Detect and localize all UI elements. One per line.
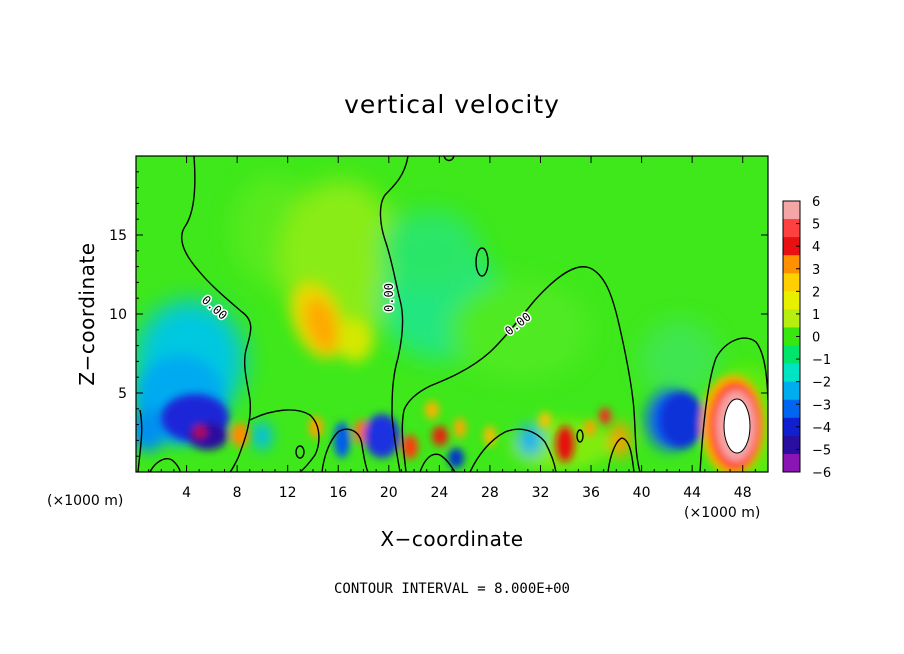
colorbar-swatch [783, 237, 800, 256]
heatmap-field [136, 156, 768, 472]
colorbar-swatch [783, 327, 800, 347]
y-tick-label: 15 [109, 228, 127, 244]
colorbar-tick-label: 5 [812, 218, 820, 233]
x-tick-label: 40 [633, 485, 651, 501]
x-tick-label: 32 [532, 485, 550, 501]
colorbar-tick-label: −4 [812, 421, 831, 436]
x-tick-label: 48 [734, 485, 752, 501]
colorbar-swatch [783, 417, 800, 437]
x-unit-label-left: (×1000 m) [47, 493, 123, 509]
colorbar-swatch [783, 381, 800, 401]
x-unit-label-right: (×1000 m) [684, 505, 760, 521]
colorbar-tick-label: 3 [812, 263, 820, 278]
x-tick-label: 24 [430, 485, 448, 501]
x-tick-label: 36 [582, 485, 600, 501]
colorbar-tick-label: −1 [812, 353, 831, 368]
x-axis: 4 8 12 16 20 24 28 32 36 40 44 48 [148, 156, 756, 501]
x-tick-label: 28 [481, 485, 499, 501]
colorbar-swatch [783, 219, 800, 238]
colorbar-tick-label: −6 [812, 466, 831, 481]
colorbar-tick-label: 4 [812, 240, 820, 255]
y-tick-label: 5 [118, 386, 127, 402]
colorbar-tick-label: −3 [812, 398, 831, 413]
contour-interval-footer: CONTOUR INTERVAL = 8.000E+00 [334, 581, 570, 597]
x-tick-label: 20 [380, 485, 398, 501]
colorbar-tick-label: 2 [812, 285, 820, 300]
x-tick-label: 16 [329, 485, 347, 501]
contour-label: 0.00 [382, 283, 396, 312]
colorbar-swatch [783, 435, 800, 455]
colorbar-tick-label: −2 [812, 376, 831, 391]
colorbar-tick-label: 0 [812, 331, 820, 346]
colorbar-swatch [783, 453, 800, 473]
zero-contours [137, 156, 768, 472]
colorbar-swatch [783, 201, 800, 220]
colorbar-swatch [783, 273, 800, 292]
colorbar-swatch [783, 291, 800, 310]
peak-updraft [723, 398, 751, 454]
x-tick-label: 8 [233, 485, 242, 501]
x-tick-label: 12 [279, 485, 297, 501]
colorbar-tick-label: 1 [812, 308, 820, 323]
y-axis-label: Z−coordinate [75, 242, 99, 385]
chart-title: vertical velocity [344, 90, 560, 119]
colorbar: 6 5 4 3 2 1 0 −1 −2 −3 −4 −5 −6 [782, 195, 831, 481]
x-axis-label: X−coordinate [380, 527, 523, 551]
x-tick-label: 44 [683, 485, 701, 501]
colorbar-swatch [783, 309, 800, 328]
colorbar-tick-label: 6 [812, 195, 820, 210]
y-tick-label: 10 [109, 307, 127, 323]
colorbar-swatch [783, 399, 800, 419]
colorbar-tick-label: −5 [812, 443, 831, 458]
colorbar-swatch [783, 345, 800, 365]
colorbar-swatch [783, 255, 800, 274]
x-tick-label: 4 [182, 485, 191, 501]
colorbar-swatch [783, 363, 800, 383]
y-axis: 5 10 15 [109, 171, 768, 457]
